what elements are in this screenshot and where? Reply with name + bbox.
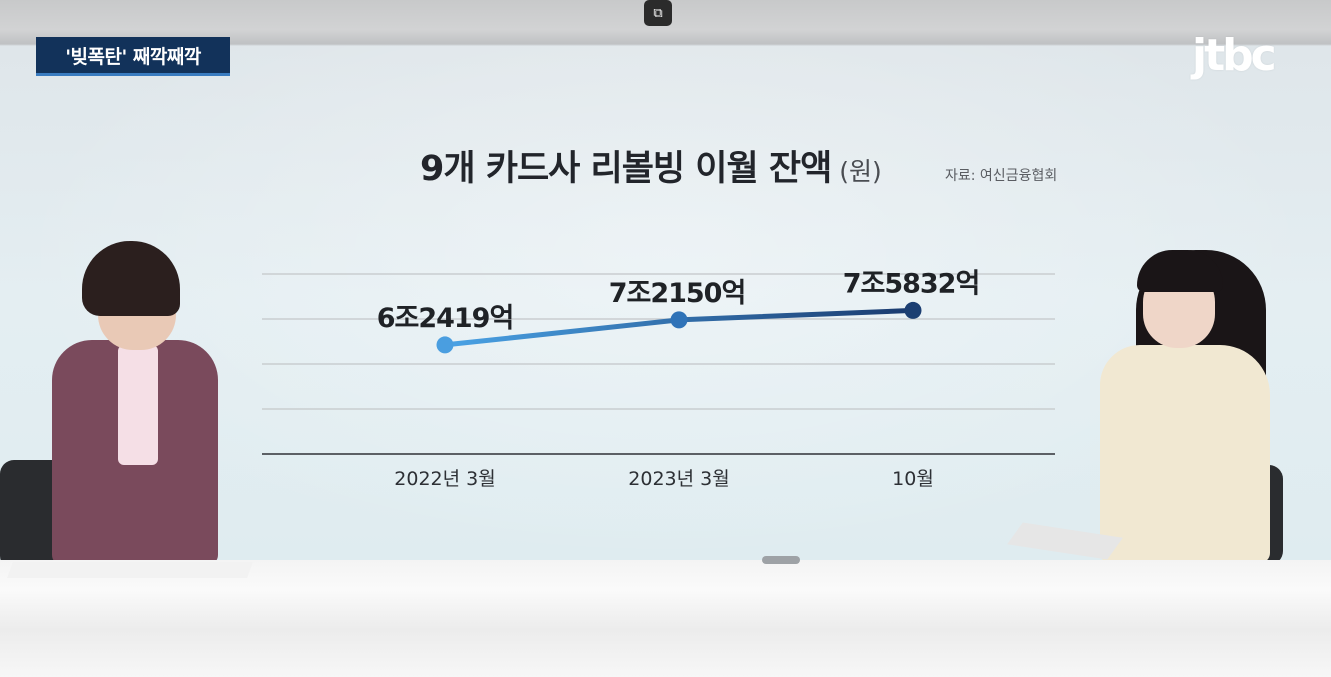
chart-unit: (원)	[839, 157, 882, 186]
data-label: 7조5832억	[843, 268, 980, 299]
news-caption: '빚폭탄' 째깍째깍	[36, 37, 230, 76]
left-papers	[7, 562, 253, 578]
channel-logo: jtbc	[1192, 30, 1277, 81]
chart-title: 9개 카드사 리볼빙 이월 잔액 (원)	[420, 140, 940, 192]
picture-in-picture-button[interactable]: ⧉	[644, 0, 672, 26]
right-guest-bangs	[1137, 250, 1223, 292]
chart-source: 자료: 여신금융협회	[945, 168, 1058, 184]
picture-in-picture-icon: ⧉	[653, 5, 663, 21]
x-tick-label: 2023년 3월	[628, 468, 729, 490]
left-anchor-hair	[82, 241, 180, 316]
news-caption-text: '빚폭탄' 째깍째깍	[65, 45, 201, 68]
chart-title-text: 9개 카드사 리볼빙 이월 잔액	[420, 149, 832, 189]
x-tick-label: 2022년 3월	[394, 468, 495, 490]
left-anchor-shirt	[118, 345, 158, 465]
data-point	[670, 311, 688, 329]
news-desk	[0, 560, 1331, 677]
x-tick-label: 10월	[892, 468, 934, 490]
desk-microphone	[762, 556, 800, 564]
data-point	[436, 336, 454, 354]
data-label: 6조2419억	[377, 303, 514, 334]
right-guest	[1100, 345, 1270, 563]
data-point	[904, 301, 922, 319]
data-label: 7조2150억	[609, 278, 746, 309]
